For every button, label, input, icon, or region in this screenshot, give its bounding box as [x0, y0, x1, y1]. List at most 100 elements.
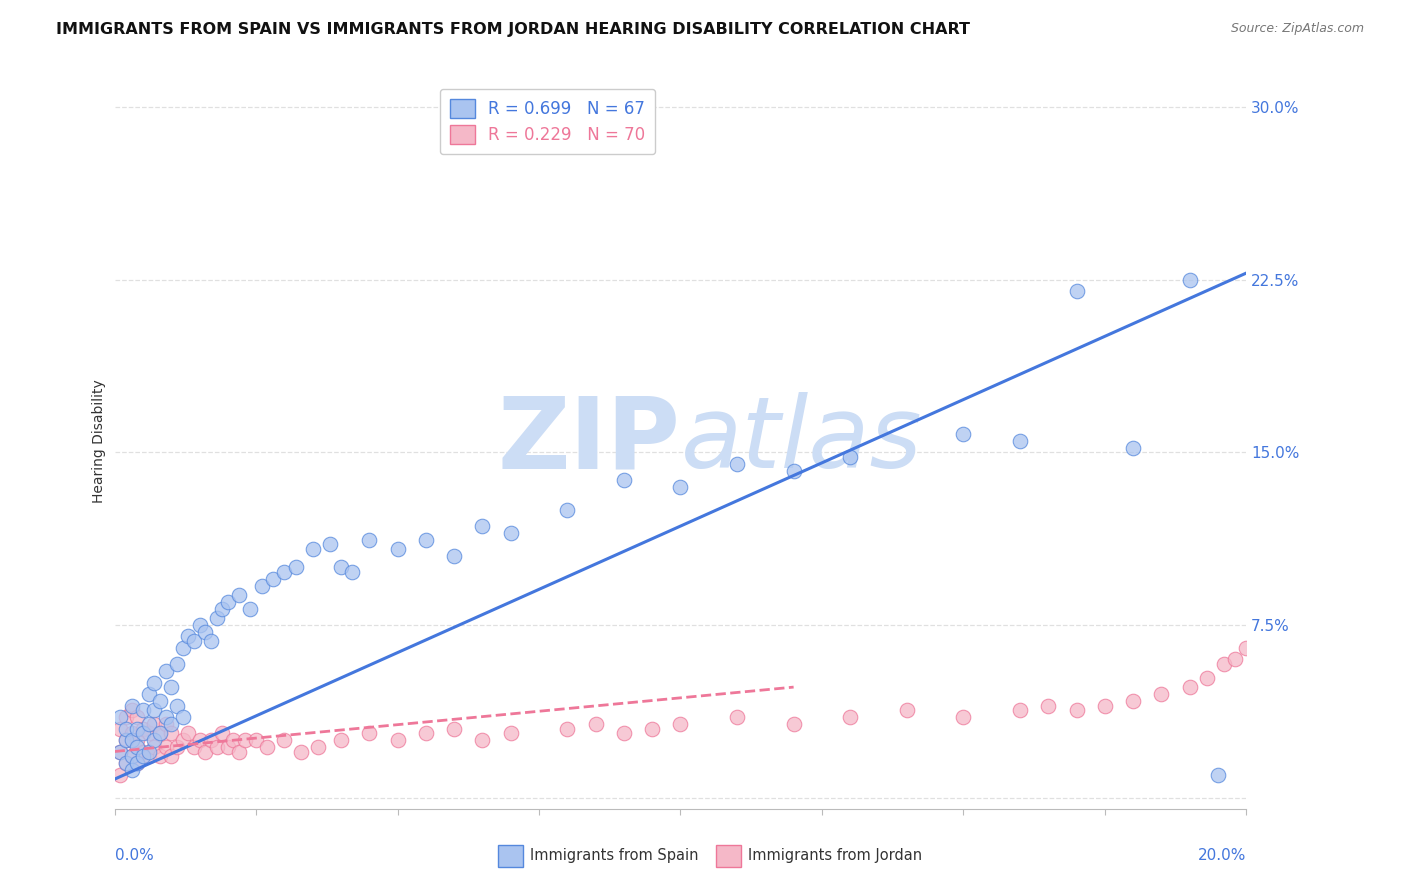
- Text: IMMIGRANTS FROM SPAIN VS IMMIGRANTS FROM JORDAN HEARING DISABILITY CORRELATION C: IMMIGRANTS FROM SPAIN VS IMMIGRANTS FROM…: [56, 22, 970, 37]
- Point: [330, 560, 353, 574]
- Point: [188, 733, 211, 747]
- Point: [121, 763, 143, 777]
- Text: atlas: atlas: [681, 392, 922, 490]
- Point: [782, 464, 804, 478]
- Point: [121, 726, 143, 740]
- Point: [669, 717, 692, 731]
- Point: [555, 722, 578, 736]
- Point: [1122, 694, 1144, 708]
- Point: [160, 726, 183, 740]
- Point: [160, 680, 183, 694]
- Point: [387, 542, 409, 557]
- Point: [138, 717, 160, 731]
- Point: [233, 733, 256, 747]
- Point: [160, 749, 183, 764]
- Point: [1038, 698, 1060, 713]
- Point: [115, 756, 138, 770]
- Point: [239, 602, 262, 616]
- Point: [1234, 640, 1257, 655]
- Point: [110, 722, 132, 736]
- Point: [1094, 698, 1116, 713]
- Point: [499, 726, 522, 740]
- Point: [415, 726, 437, 740]
- Point: [1008, 434, 1031, 448]
- Point: [138, 687, 160, 701]
- Text: Source: ZipAtlas.com: Source: ZipAtlas.com: [1230, 22, 1364, 36]
- Point: [166, 657, 188, 672]
- Point: [138, 726, 160, 740]
- Point: [115, 710, 138, 724]
- Point: [172, 733, 194, 747]
- Point: [127, 722, 149, 736]
- Point: [256, 739, 278, 754]
- Point: [138, 749, 160, 764]
- Y-axis label: Hearing Disability: Hearing Disability: [93, 379, 107, 503]
- Point: [149, 726, 172, 740]
- Point: [115, 733, 138, 747]
- Point: [1008, 703, 1031, 717]
- Point: [211, 602, 233, 616]
- Point: [318, 537, 340, 551]
- Point: [155, 664, 177, 678]
- Point: [143, 703, 166, 717]
- Point: [205, 739, 228, 754]
- Point: [307, 739, 329, 754]
- Point: [290, 744, 312, 758]
- Point: [725, 457, 748, 471]
- Point: [782, 717, 804, 731]
- Point: [1223, 652, 1246, 666]
- Point: [1212, 657, 1234, 672]
- Point: [1178, 680, 1201, 694]
- Point: [143, 733, 166, 747]
- Point: [143, 739, 166, 754]
- Point: [127, 756, 149, 770]
- Point: [200, 634, 222, 648]
- Point: [952, 710, 974, 724]
- Text: 20.0%: 20.0%: [1198, 848, 1246, 863]
- Point: [613, 473, 636, 487]
- Point: [143, 717, 166, 731]
- Point: [188, 618, 211, 632]
- Point: [359, 726, 381, 740]
- Point: [172, 710, 194, 724]
- Point: [132, 726, 155, 740]
- Point: [217, 739, 239, 754]
- Point: [342, 565, 364, 579]
- Point: [127, 733, 149, 747]
- Point: [359, 533, 381, 547]
- Point: [166, 739, 188, 754]
- Point: [183, 739, 205, 754]
- Point: [121, 698, 143, 713]
- Point: [160, 717, 183, 731]
- Point: [613, 726, 636, 740]
- Point: [177, 726, 200, 740]
- Point: [273, 733, 295, 747]
- Point: [839, 450, 862, 464]
- Point: [896, 703, 918, 717]
- Point: [205, 611, 228, 625]
- Point: [110, 710, 132, 724]
- Point: [138, 744, 160, 758]
- Point: [127, 710, 149, 724]
- Point: [217, 595, 239, 609]
- Point: [1150, 687, 1173, 701]
- Point: [132, 749, 155, 764]
- Point: [262, 572, 284, 586]
- Point: [250, 579, 273, 593]
- Point: [194, 744, 217, 758]
- Point: [127, 739, 149, 754]
- Point: [110, 744, 132, 758]
- Point: [143, 675, 166, 690]
- Legend: R = 0.699   N = 67, R = 0.229   N = 70: R = 0.699 N = 67, R = 0.229 N = 70: [440, 88, 655, 153]
- Point: [121, 749, 143, 764]
- Point: [115, 733, 138, 747]
- Point: [155, 739, 177, 754]
- Text: 0.0%: 0.0%: [115, 848, 153, 863]
- Point: [415, 533, 437, 547]
- Point: [200, 733, 222, 747]
- Point: [669, 480, 692, 494]
- Point: [132, 744, 155, 758]
- Point: [110, 744, 132, 758]
- Point: [149, 749, 172, 764]
- Point: [585, 717, 607, 731]
